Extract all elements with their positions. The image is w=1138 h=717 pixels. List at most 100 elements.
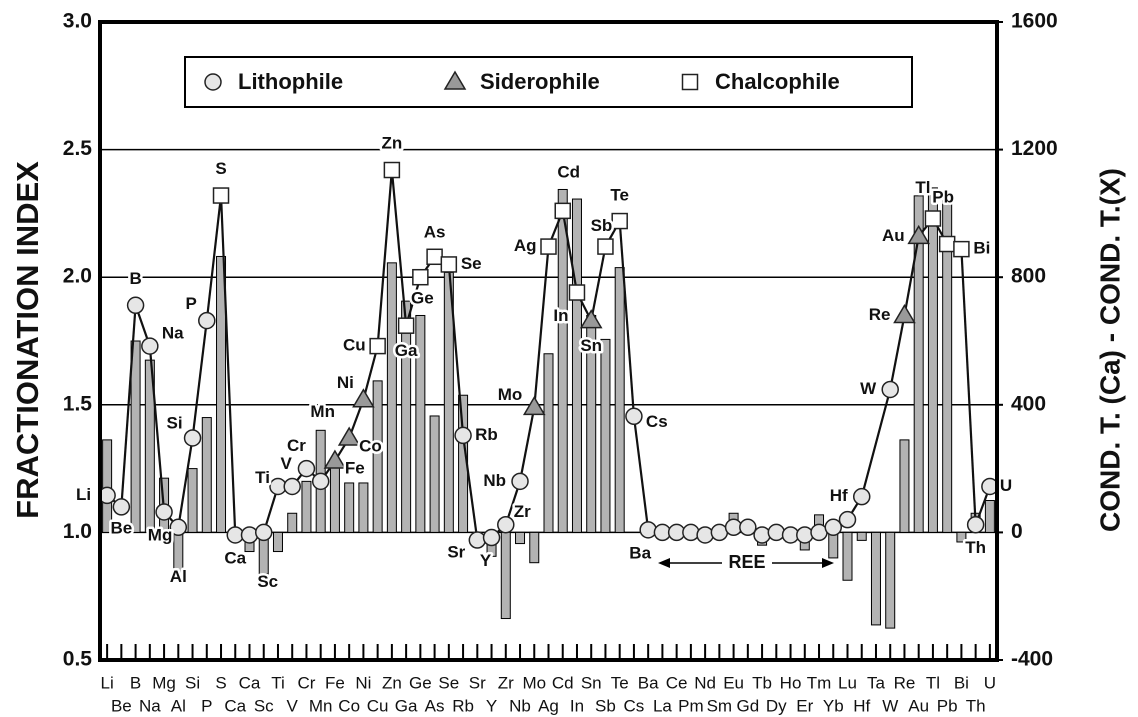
point: [454, 426, 472, 445]
point: [383, 161, 401, 179]
point: [907, 224, 931, 245]
connector: [960, 249, 977, 525]
point-label: W: [860, 379, 877, 398]
y2-axis-title: COND. T. (Ca) - COND. T.(X): [1094, 168, 1125, 532]
bar: [429, 415, 440, 533]
x-tick-label: Ca: [224, 696, 246, 715]
x-tick-label: B: [130, 673, 141, 692]
point: [497, 515, 515, 534]
x-tick-label: Co: [338, 696, 360, 715]
legend-label: Chalcophile: [715, 69, 840, 94]
x-tick-label: Li: [101, 673, 114, 692]
point: [369, 337, 386, 355]
x-tick-label: Ta: [867, 673, 886, 692]
point: [753, 526, 771, 544]
point: [554, 202, 571, 220]
point: [126, 296, 145, 315]
connector: [533, 246, 550, 408]
bar: [358, 482, 369, 533]
x-tick-label: Rb: [452, 696, 474, 715]
point-label: Bi: [973, 239, 990, 258]
x-tick-label: Nd: [694, 673, 716, 692]
y-axis-title: FRACTIONATION INDEX: [10, 161, 45, 519]
x-tick-label: Ba: [638, 673, 659, 692]
point-label: Zr: [514, 502, 531, 521]
point: [625, 407, 643, 426]
bar: [828, 531, 839, 559]
x-tick-label: W: [882, 696, 898, 715]
x-tick-label: Tm: [807, 673, 832, 692]
point: [893, 304, 916, 324]
x-tick-label: Fe: [325, 673, 345, 692]
x-tick-label: Pm: [678, 696, 704, 715]
bar: [614, 267, 625, 533]
connector: [889, 315, 906, 390]
point-label: Nb: [483, 471, 506, 490]
x-tick-label: Ho: [780, 673, 802, 692]
x-tick-label: Lu: [838, 673, 857, 692]
x-tick-label: Ge: [409, 673, 432, 692]
y-tick-label: 2.5: [63, 137, 93, 160]
point-label: Ca: [224, 548, 246, 567]
bar: [500, 531, 511, 620]
point: [311, 472, 330, 491]
x-tick-label: S: [215, 673, 226, 692]
bar: [870, 531, 881, 626]
point-label: U: [1000, 476, 1012, 495]
bar: [942, 200, 953, 533]
point-label: Ge: [411, 289, 434, 308]
x-tick-label: Yb: [823, 696, 844, 715]
x-tick-label: Ce: [666, 673, 688, 692]
point: [297, 459, 316, 478]
x-tick-label: Th: [966, 696, 986, 715]
point-label: Cr: [287, 436, 306, 455]
bar: [386, 262, 397, 533]
y-tick-label: 0.5: [63, 648, 93, 671]
point-label: Ti: [255, 468, 270, 487]
x-tick-label: Ni: [355, 673, 371, 692]
y2-tick-label: 400: [1011, 392, 1046, 415]
y2-tick-label: 0: [1011, 520, 1023, 543]
point: [568, 284, 586, 301]
point: [953, 240, 970, 258]
point: [924, 210, 942, 227]
bar: [956, 531, 967, 543]
point-label: Mo: [498, 385, 523, 404]
x-tick-label: In: [570, 696, 584, 715]
bar: [187, 468, 198, 533]
point: [169, 518, 188, 537]
x-tick-label: Au: [908, 696, 929, 715]
x-tick-label: Mn: [309, 696, 333, 715]
x-tick-label: Ga: [395, 696, 418, 715]
point-label: Te: [610, 186, 629, 205]
x-tick-label: Zn: [382, 673, 402, 692]
point: [739, 518, 757, 537]
point-label: Cs: [646, 412, 668, 431]
point: [838, 510, 857, 529]
point: [511, 472, 529, 491]
bar: [571, 198, 582, 533]
point: [397, 317, 415, 334]
point-label: Li: [76, 485, 91, 504]
point: [337, 426, 361, 446]
x-tick-label: Bi: [954, 673, 969, 692]
bar: [600, 338, 611, 533]
connector: [376, 169, 393, 347]
point: [283, 477, 301, 496]
point-label: Cu: [343, 336, 366, 355]
x-tick-label: Nb: [509, 696, 531, 715]
point-label: Rb: [475, 425, 498, 444]
bar: [885, 531, 896, 629]
x-tick-label: Re: [894, 673, 916, 692]
x-tick-label: As: [425, 696, 445, 715]
point-label: Se: [461, 254, 482, 273]
connector: [518, 407, 536, 482]
point: [852, 487, 871, 506]
point: [198, 311, 216, 330]
x-tick-label: Be: [111, 696, 132, 715]
x-tick-label: Sc: [254, 696, 274, 715]
y2-tick-label: -400: [1011, 648, 1053, 671]
plot-frame: [98, 20, 999, 662]
bar: [102, 439, 113, 533]
point: [426, 248, 443, 266]
